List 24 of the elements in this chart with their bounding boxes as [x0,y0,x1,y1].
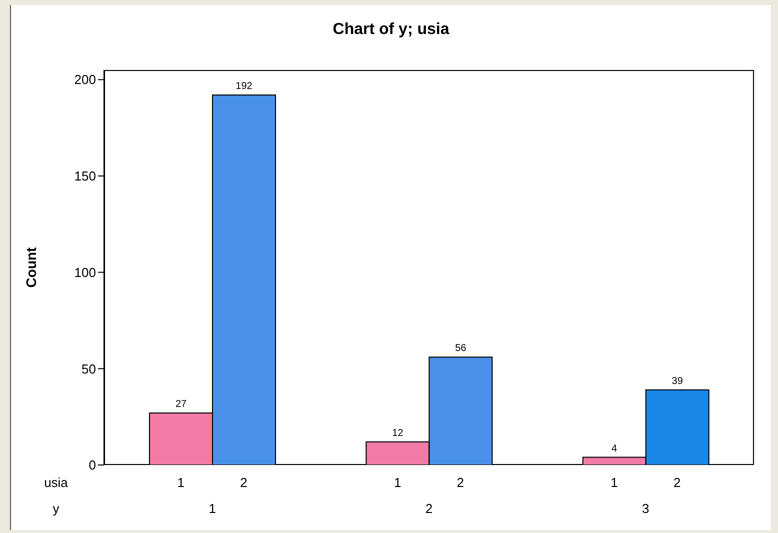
category-label: 1 [394,475,402,490]
y-tick-label: 200 [74,72,96,88]
y-axis-title: Count [22,246,39,288]
series-label: 1 [177,475,185,490]
x-tick-label: 3 [642,501,650,516]
x-axis-title: y [52,501,60,516]
data-label: 192 [236,81,253,92]
legend-title: usia [44,475,69,490]
data-label: 39 [672,376,684,387]
data-label: 4 [612,443,618,454]
y-tick-label: 50 [82,361,96,376]
data-label: 56 [455,343,467,354]
data-label: 27 [175,398,187,410]
series-label: 2 [240,475,248,490]
data-label: 12 [392,428,404,439]
category-label: 2 [673,475,681,490]
y-tick-label: 150 [74,168,96,184]
x-tick-label: 1 [208,501,216,516]
chart-title: Chart of y; usia [332,21,450,39]
y-tick-label: 0 [88,458,96,473]
category-label: 1 [610,475,618,490]
y-tick-label: 100 [74,264,96,280]
text: 2 [456,475,464,490]
x-tick-label: 2 [425,501,433,516]
